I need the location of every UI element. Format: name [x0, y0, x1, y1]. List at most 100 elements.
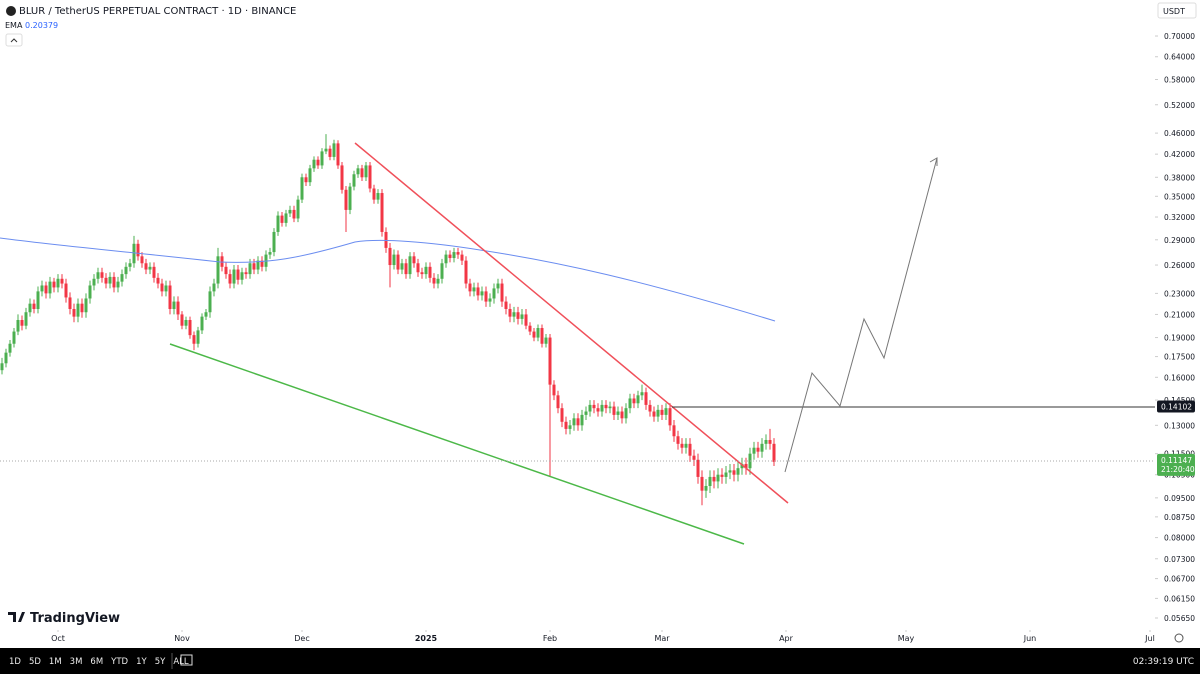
y-tick-label: 0.13000	[1164, 421, 1195, 430]
bottom-toolbar	[0, 648, 1200, 674]
candle-body	[24, 312, 28, 326]
candle-body	[232, 269, 236, 284]
y-tick-label: 0.21000	[1164, 310, 1195, 319]
candle-body	[388, 247, 392, 266]
candle-body	[376, 193, 380, 200]
collapse-button[interactable]	[5, 33, 23, 47]
candle-body	[600, 404, 604, 412]
candle-body	[344, 189, 348, 210]
candle-body	[260, 260, 264, 267]
candle-body	[308, 168, 312, 183]
y-tick-label: 0.29000	[1164, 236, 1195, 245]
candle-body	[592, 404, 596, 409]
candle-body	[604, 404, 608, 409]
range-button[interactable]: 6M	[90, 657, 103, 667]
range-button[interactable]: 5D	[29, 657, 41, 667]
range-button[interactable]: 3M	[70, 657, 83, 667]
range-button[interactable]: YTD	[110, 657, 128, 667]
candle-body	[712, 476, 716, 482]
candle-body	[224, 266, 228, 275]
y-tick-label: 0.35000	[1164, 192, 1195, 201]
candle-body	[384, 231, 388, 248]
candle-body	[312, 159, 316, 169]
indicator-value: 0.20379	[25, 21, 58, 30]
x-tick-label: 2025	[415, 634, 438, 643]
range-button[interactable]: 1Y	[136, 657, 147, 667]
candle-body	[276, 215, 280, 232]
currency-button[interactable]	[1157, 2, 1197, 19]
candle-body	[772, 443, 776, 462]
level-marker	[1157, 400, 1195, 413]
candle-body	[492, 288, 496, 299]
y-tick-label: 0.58000	[1164, 76, 1195, 85]
candle-body	[92, 278, 96, 286]
candle-body	[612, 406, 616, 415]
candle-body	[272, 231, 276, 253]
candle-body	[172, 301, 176, 309]
candle-body	[728, 470, 732, 473]
candle-body	[200, 316, 204, 331]
candle-body	[252, 263, 256, 270]
x-tick-label: Feb	[543, 634, 557, 643]
candle-body	[652, 411, 656, 417]
candle-body	[656, 409, 660, 417]
candle-body	[428, 266, 432, 278]
range-button[interactable]: 1D	[9, 657, 21, 667]
candle-body	[248, 263, 252, 275]
candle-body	[32, 303, 36, 309]
candle-body	[136, 243, 140, 257]
candle-body	[40, 285, 44, 292]
candle-body	[296, 199, 300, 219]
candle-body	[720, 474, 724, 477]
candle-body	[432, 277, 436, 284]
candle-body	[756, 447, 760, 452]
date-range-button[interactable]	[180, 654, 193, 666]
candle-body	[124, 266, 128, 275]
candle-body	[212, 283, 216, 292]
candle-body	[616, 411, 620, 415]
candle-body	[500, 283, 504, 302]
candle-body	[524, 314, 528, 326]
candle-body	[284, 213, 288, 223]
candle-body	[484, 291, 488, 302]
candle-body	[188, 319, 192, 336]
candle-body	[584, 411, 588, 415]
candle-body	[108, 276, 112, 284]
candle-body	[740, 463, 744, 469]
candle-body	[356, 168, 360, 175]
candle-body	[48, 281, 52, 294]
symbol-title: BLUR / TetherUS PERPETUAL CONTRACT · 1D …	[19, 6, 296, 17]
x-tick-label: Jul	[1144, 634, 1155, 643]
candle-body	[208, 291, 212, 313]
candle-body	[488, 298, 492, 302]
plot-area	[0, 134, 776, 506]
candle-body	[336, 143, 340, 166]
candle-body	[292, 209, 296, 219]
candle-body	[580, 414, 584, 426]
candle-body	[12, 331, 16, 344]
candle-body	[696, 459, 700, 477]
range-button[interactable]: 5Y	[155, 657, 166, 667]
y-tick-label: 0.08000	[1164, 534, 1195, 543]
settings-button[interactable]	[1174, 633, 1184, 643]
candle-body	[0, 363, 4, 371]
y-tick-label: 0.32000	[1164, 213, 1195, 222]
candle-body	[556, 395, 560, 409]
candle-body	[380, 193, 384, 232]
candle-body	[444, 254, 448, 264]
candle-body	[256, 260, 260, 270]
range-button[interactable]: 1M	[49, 657, 62, 667]
candle-body	[176, 301, 180, 315]
candle-body	[436, 278, 440, 284]
candle-body	[364, 165, 368, 178]
candle-body	[640, 392, 644, 396]
candle-body	[348, 186, 352, 210]
candle-body	[84, 298, 88, 313]
candle-body	[768, 440, 772, 444]
candle-body	[660, 409, 664, 415]
candle-body	[404, 263, 408, 275]
y-tick-label: 0.64000	[1164, 53, 1195, 62]
y-tick-label: 0.46000	[1164, 129, 1195, 138]
candle-body	[456, 252, 460, 255]
